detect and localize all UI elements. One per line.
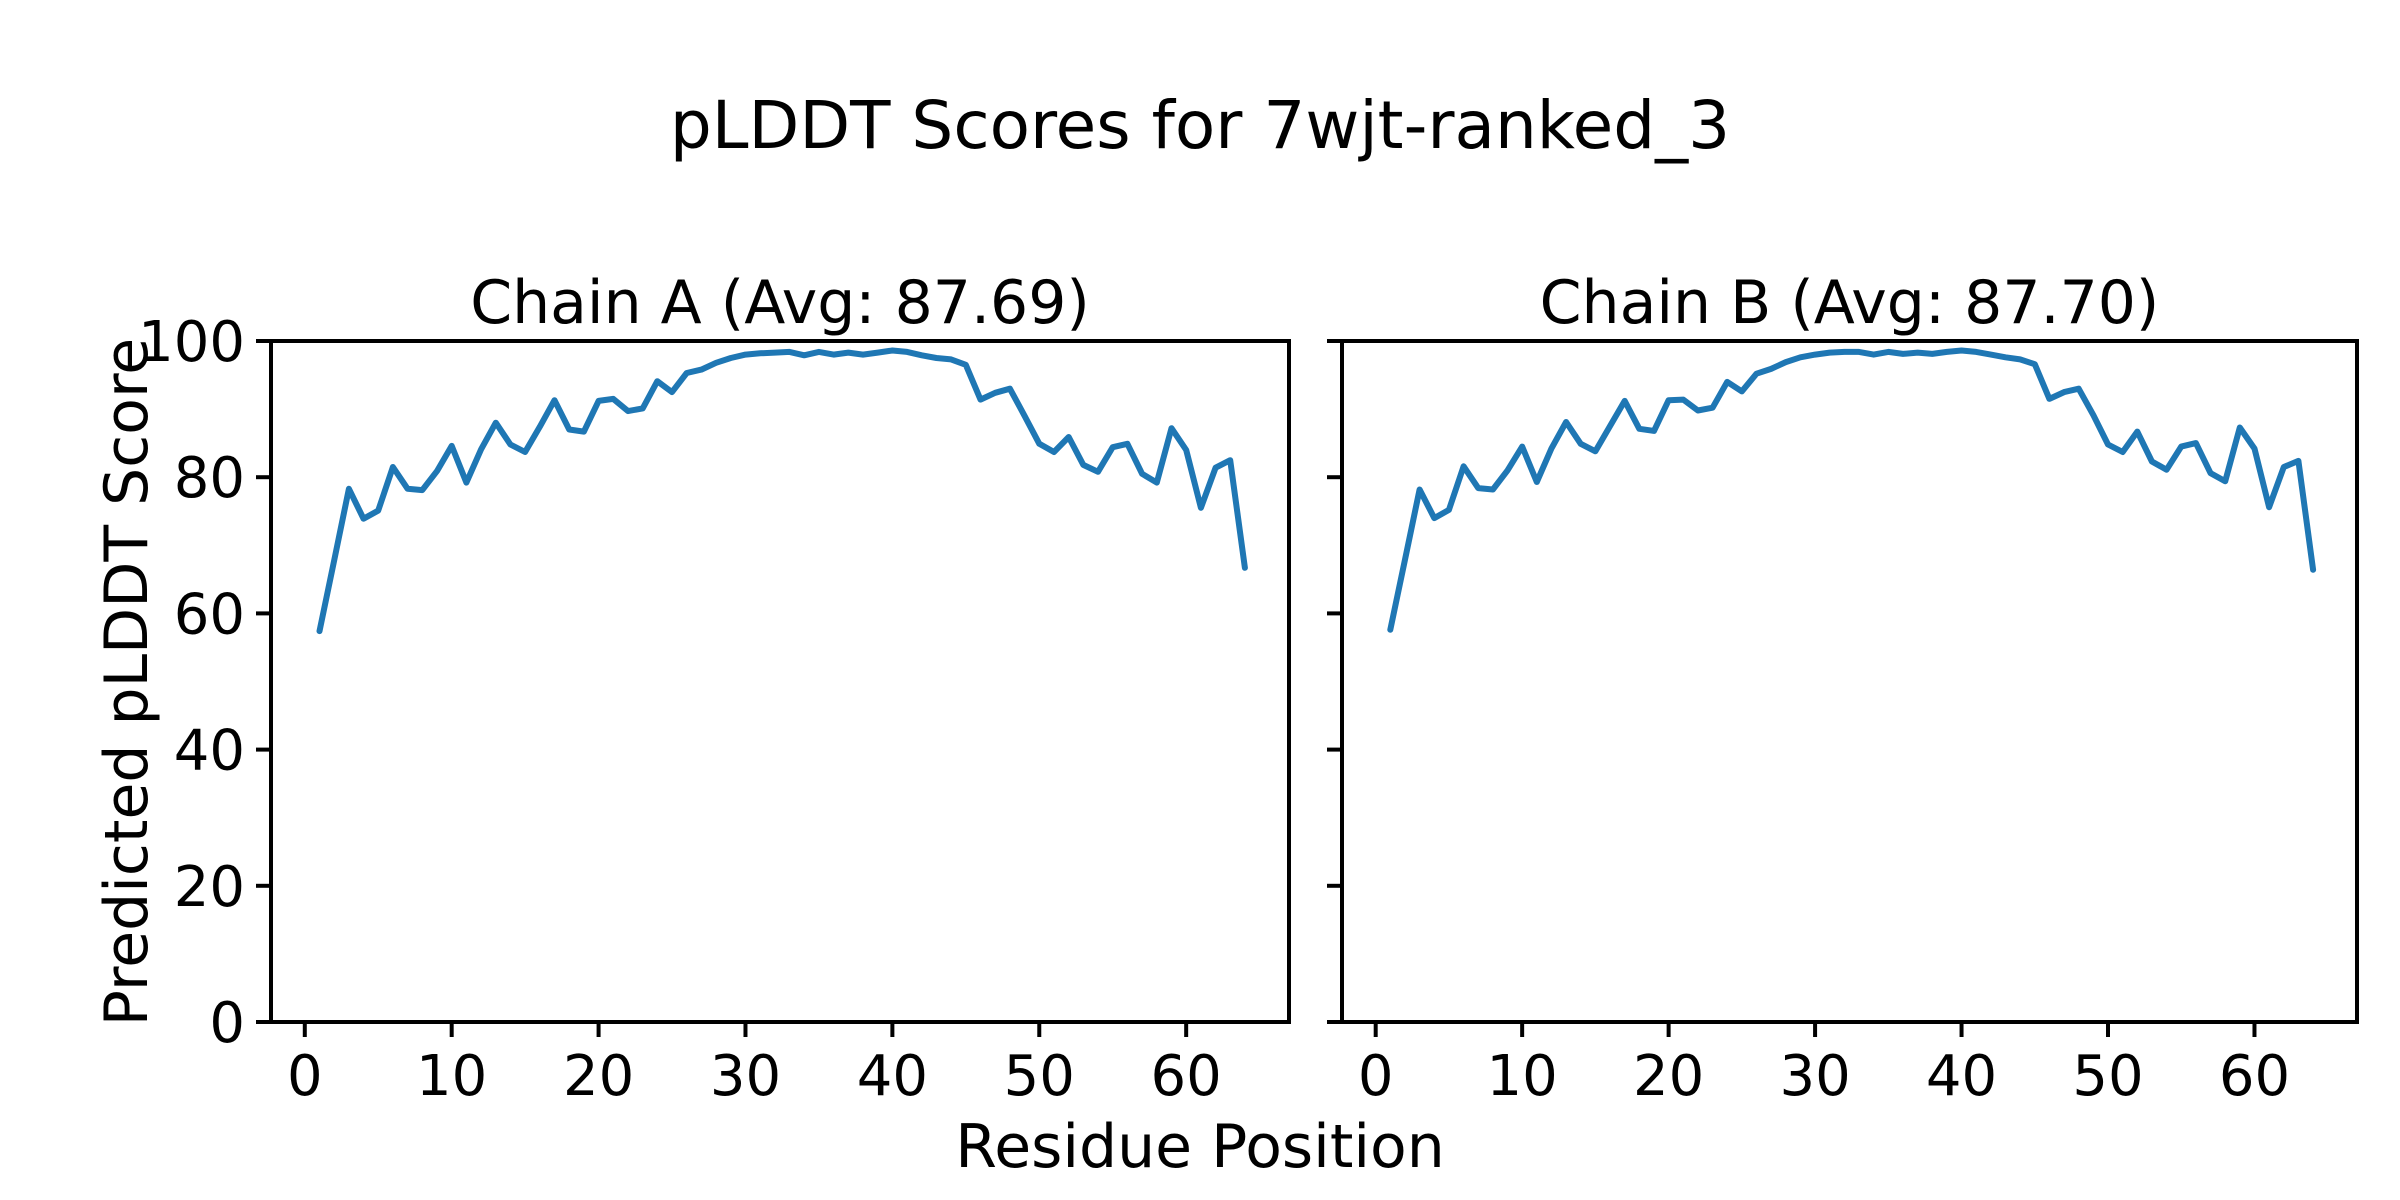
y-tick-label-chain-a: 100	[138, 310, 245, 375]
x-tick-label-chain-a: 40	[857, 1044, 928, 1109]
x-tick-label-chain-b: 20	[1633, 1044, 1704, 1109]
x-tick-label-chain-a: 0	[287, 1044, 323, 1109]
y-tick-label-chain-a: 0	[209, 991, 245, 1056]
x-axis-label: Residue Position	[955, 1112, 1445, 1182]
figure-suptitle: pLDDT Scores for 7wjt-ranked_3	[669, 87, 1731, 164]
x-tick-label-chain-a: 50	[1004, 1044, 1075, 1109]
plot-frame-chain-a	[269, 339, 1291, 1024]
chain-a-subplot-title: Chain A (Avg: 87.69)	[470, 268, 1090, 338]
x-tick-label-chain-b: 60	[2219, 1044, 2290, 1109]
x-tick-label-chain-b: 40	[1926, 1044, 1997, 1109]
x-tick-label-chain-b: 50	[2072, 1044, 2143, 1109]
plot-frame-chain-b	[1340, 339, 2359, 1024]
x-tick-label-chain-b: 10	[1487, 1044, 1558, 1109]
y-tick-label-chain-a: 60	[174, 582, 245, 647]
x-tick-label-chain-b: 0	[1358, 1044, 1394, 1109]
chain-b-subplot-title: Chain B (Avg: 87.70)	[1539, 268, 2160, 338]
plddt-line-chain-b	[1387, 347, 2317, 633]
plddt-line-chain-a	[316, 347, 1248, 635]
x-tick-label-chain-a: 20	[563, 1044, 634, 1109]
y-axis-label: Predicted pLDDT Score	[92, 337, 162, 1027]
y-tick-label-chain-a: 80	[174, 446, 245, 511]
x-tick-label-chain-a: 60	[1151, 1044, 1222, 1109]
y-tick-label-chain-a: 40	[174, 719, 245, 784]
x-tick-label-chain-a: 30	[710, 1044, 781, 1109]
x-tick-label-chain-a: 10	[416, 1044, 487, 1109]
x-tick-label-chain-b: 30	[1779, 1044, 1850, 1109]
y-tick-label-chain-a: 20	[174, 855, 245, 920]
